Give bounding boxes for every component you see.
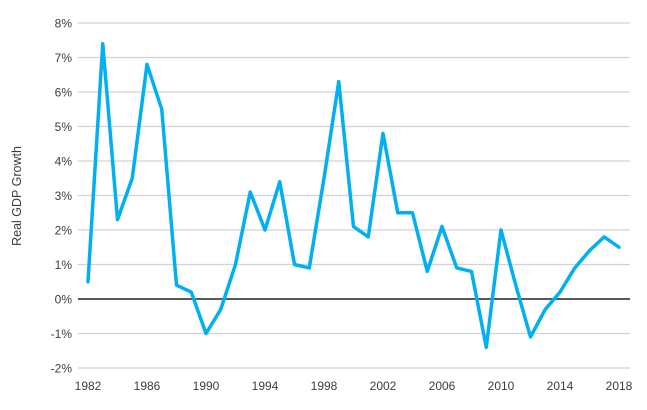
- x-axis-tick-label: 1982: [75, 379, 102, 393]
- y-axis-tick-label: -2%: [51, 362, 73, 376]
- x-axis-tick-label: 2018: [606, 379, 633, 393]
- x-axis-tick-label: 2002: [370, 379, 397, 393]
- y-axis-tick-label: 5%: [55, 120, 73, 134]
- x-axis-tick-label: 1990: [193, 379, 220, 393]
- y-axis-tick-label: 4%: [55, 155, 73, 169]
- y-axis-tick-label: 1%: [55, 258, 73, 272]
- x-axis-tick-label: 1994: [252, 379, 279, 393]
- y-axis-tick-label: -1%: [51, 327, 73, 341]
- y-axis-tick-label: 3%: [55, 189, 73, 203]
- x-axis-tick-label: 1998: [311, 379, 338, 393]
- y-axis-tick-label: 7%: [55, 51, 73, 65]
- y-axis-tick-labels: 8% 7% 6% 5% 4% 3% 2% 1% 0% -1% -2%: [51, 17, 73, 376]
- x-axis-tick-label: 1986: [134, 379, 161, 393]
- x-axis-tick-label: 2006: [429, 379, 456, 393]
- y-axis-tick-label: 0%: [55, 293, 73, 307]
- y-axis-tick-label: 8%: [55, 17, 73, 31]
- y-axis-tick-label: 6%: [55, 86, 73, 100]
- gdp-growth-line: [86, 41, 621, 350]
- y-axis-title: Real GDP Growth: [10, 146, 24, 246]
- x-axis-tick-labels: 1982 1986 1990 1994 1998 2002 2006 2010 2014 2018: [75, 379, 633, 393]
- gridlines: [78, 22, 630, 369]
- y-axis-tick-label: 2%: [55, 224, 73, 238]
- x-axis-tick-label: 2010: [488, 379, 515, 393]
- x-axis-tick-label: 2014: [547, 379, 574, 393]
